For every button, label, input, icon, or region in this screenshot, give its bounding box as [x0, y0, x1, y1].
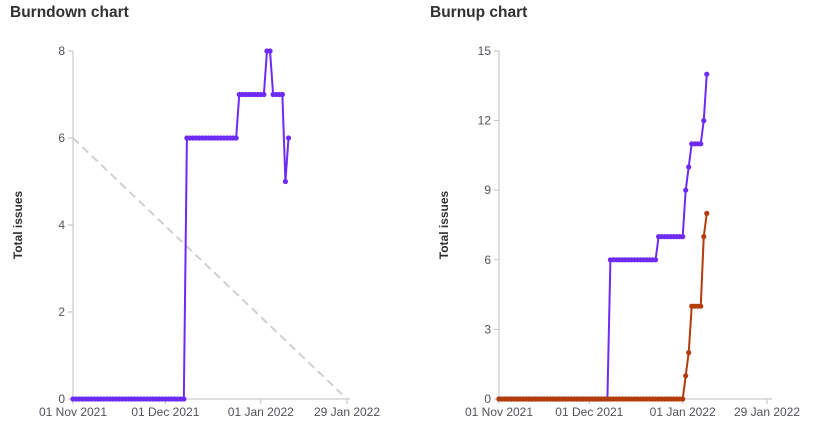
burndown-remaining-point [261, 91, 267, 98]
burnup-x-tick-label: 01 Jan 2022 [650, 405, 716, 419]
burnup-total-point [698, 141, 704, 147]
burnup-total-point [704, 71, 710, 77]
burndown-guideline [72, 137, 348, 400]
burnup-total-point [683, 187, 689, 193]
burnup-closed-point [680, 396, 686, 402]
burnup-y-axis-title: Total issues [437, 190, 451, 259]
burndown-y-tick-label: 0 [58, 392, 65, 406]
burnup-closed-point [704, 210, 710, 216]
burnup-total-point [680, 234, 686, 240]
burnup-y-tick-label: 6 [484, 253, 491, 267]
burnup-chart: 0 3 6 9 12 15 01 Nov 2021 01 Dec 2021 01 Jan 202… [437, 44, 800, 419]
burndown-remaining-point [282, 178, 289, 185]
burnup-x-tick-label: 01 Dec 2021 [555, 405, 623, 419]
burnup-closed-line [499, 213, 708, 400]
burnup-x-tick-label: 01 Nov 2021 [465, 405, 533, 419]
burndown-x-tick-label: 01 Nov 2021 [39, 405, 107, 419]
burndown-remaining-point [279, 91, 285, 98]
burnup-y-tick-label: 12 [478, 114, 492, 128]
burndown-remaining-point [285, 135, 292, 141]
burndown-y-tick-label: 2 [58, 305, 65, 319]
burndown-panel: Burndown chart 0 2 4 6 8 01 Nov 2021 01 Dec 20… [0, 0, 410, 429]
burndown-x-tick-label: 01 Jan 2022 [228, 405, 294, 419]
burndown-title: Burndown chart [10, 4, 129, 21]
burndown-remaining-line [73, 50, 290, 400]
burndown-remaining-point [181, 396, 187, 402]
burnup-total-point [701, 118, 707, 124]
burnup-y-tick-label: 0 [484, 392, 491, 406]
burndown-y-axis-title: Total issues [11, 190, 25, 259]
burnup-title: Burnup chart [430, 4, 528, 21]
burnup-total-point [686, 164, 692, 170]
burnup-panel: Burnup chart 0 3 6 9 12 15 01 Nov 2021 01 Dec 2… [420, 0, 823, 429]
burnup-y-tick-label: 9 [484, 183, 491, 197]
burnup-y-tick-label: 3 [484, 322, 491, 336]
burnup-closed-point [683, 373, 689, 379]
burndown-y-tick-label: 8 [58, 44, 65, 58]
burnup-total-point [652, 257, 659, 263]
burnup-closed-point [701, 234, 707, 240]
burnup-closed-point [686, 350, 692, 356]
burndown-y-tick-label: 4 [58, 218, 65, 232]
burndown-y-tick-label: 6 [58, 131, 65, 145]
burndown-chart: 0 2 4 6 8 01 Nov 2021 01 Dec 2021 01 Jan 2022 29… [11, 44, 380, 419]
burndown-remaining-point [233, 135, 239, 141]
burnup-closed-point [698, 303, 704, 309]
burndown-x-tick-label: 01 Dec 2021 [131, 405, 199, 419]
burnup-y-tick-label: 15 [478, 44, 492, 58]
burnup-x-tick-label: 29 Jan 2022 [734, 405, 800, 419]
burndown-remaining-point [267, 48, 273, 54]
burndown-x-tick-label: 29 Jan 2022 [314, 405, 380, 419]
